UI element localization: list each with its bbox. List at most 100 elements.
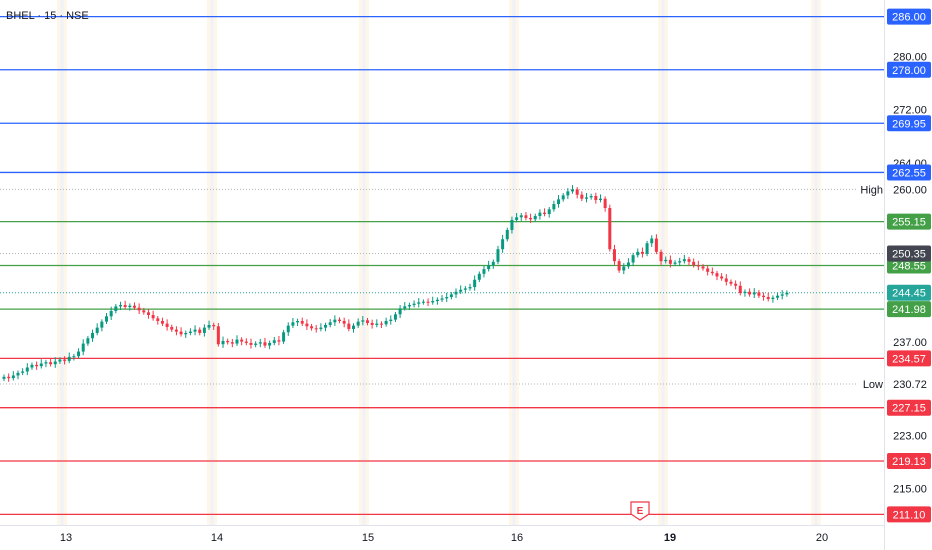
price-tag-label: 227.15: [892, 403, 926, 415]
candle: [510, 219, 514, 230]
candle: [314, 328, 318, 330]
candle: [449, 294, 453, 298]
candle: [221, 340, 225, 345]
y-tick-label: 272.00: [893, 105, 927, 117]
candle: [515, 217, 519, 220]
candle: [286, 325, 290, 333]
candle: [212, 324, 216, 327]
candle: [617, 261, 621, 271]
candle: [67, 356, 71, 361]
candle: [748, 291, 752, 295]
price-tag: [887, 284, 931, 301]
candle: [328, 322, 332, 325]
candle: [407, 305, 411, 307]
x-tick-label: 13: [60, 532, 72, 544]
candle: [49, 362, 53, 365]
price-tag-label: 286.00: [892, 12, 926, 24]
price-tag: [887, 506, 931, 523]
candle: [39, 363, 43, 367]
price-tag-label: 269.95: [892, 118, 926, 130]
price-tag: [887, 350, 931, 367]
candle: [566, 191, 570, 196]
candle: [86, 338, 90, 344]
candle: [585, 197, 588, 199]
candle: [95, 327, 99, 333]
y-tick-label: 280.00: [893, 51, 927, 63]
candle: [142, 310, 146, 313]
candle: [235, 339, 239, 344]
candle: [575, 189, 579, 195]
candle: [2, 376, 6, 379]
candle: [72, 356, 76, 358]
candle: [673, 262, 677, 264]
session-band-line: [60, 0, 64, 525]
candle: [403, 306, 407, 309]
candle: [538, 212, 542, 216]
candle: [431, 301, 435, 303]
candle: [543, 212, 547, 214]
candle: [81, 343, 85, 352]
candle: [678, 261, 682, 263]
candle: [11, 375, 15, 379]
candle: [612, 249, 616, 262]
candle: [426, 301, 430, 303]
candle: [174, 329, 178, 332]
candle: [552, 204, 556, 210]
candle: [519, 215, 523, 218]
candle: [77, 351, 81, 357]
candle: [631, 255, 635, 263]
candle: [650, 238, 654, 244]
candle: [501, 239, 505, 250]
candle: [412, 303, 416, 306]
candle: [715, 273, 719, 277]
candle: [160, 320, 164, 324]
candle: [25, 367, 29, 372]
x-tick-label: 14: [211, 532, 223, 544]
candle: [7, 376, 11, 379]
high-label-bg: [857, 181, 884, 198]
session-band-line: [512, 0, 516, 525]
candle: [589, 196, 593, 198]
candle: [21, 371, 25, 373]
earnings-marker-label: E: [637, 506, 644, 517]
candle: [561, 195, 565, 200]
candle: [417, 302, 421, 304]
candle: [356, 321, 360, 326]
candle: [338, 319, 342, 321]
candle: [477, 273, 481, 280]
candle: [100, 321, 104, 328]
candle: [598, 198, 602, 201]
candle: [622, 266, 626, 271]
price-tag-label: 219.13: [892, 456, 926, 468]
earnings-marker[interactable]: E: [630, 501, 650, 521]
candle: [776, 295, 780, 298]
candle: [365, 320, 369, 323]
candle: [375, 323, 379, 325]
x-tick-label: 16: [511, 532, 523, 544]
candle: [179, 331, 183, 335]
candle: [687, 259, 691, 262]
candle: [780, 294, 784, 296]
candle: [240, 339, 244, 342]
candle: [459, 289, 463, 292]
candle: [109, 311, 113, 317]
candle: [398, 308, 402, 315]
candle: [16, 372, 20, 376]
price-tag-label: 278.00: [892, 65, 926, 77]
candle: [188, 331, 192, 333]
candle: [696, 265, 700, 267]
candle: [114, 306, 118, 312]
candle: [249, 342, 253, 345]
candle: [389, 319, 393, 321]
low-label-value-bg: [887, 375, 931, 392]
candle: [361, 320, 365, 322]
price-tag-label: 234.57: [892, 353, 926, 365]
candle: [608, 208, 612, 250]
candle: [272, 340, 276, 343]
candle: [445, 297, 449, 299]
candle: [300, 320, 304, 324]
candle: [710, 271, 714, 274]
high-label-value-bg: [887, 181, 931, 198]
candle: [454, 291, 458, 295]
